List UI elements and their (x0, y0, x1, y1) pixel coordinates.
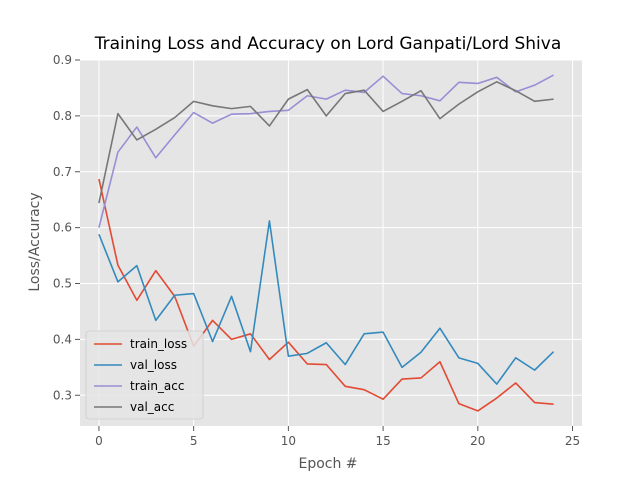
y-tick-label: 0.6 (53, 221, 72, 235)
x-tick-label: 15 (375, 434, 390, 448)
legend-label: val_acc (130, 400, 174, 414)
legend: train_loss val_loss train_acc val_acc (85, 330, 204, 420)
y-tick-label: 0.5 (53, 277, 72, 291)
series-line-train-acc (98, 74, 554, 228)
legend-label: train_loss (130, 337, 187, 351)
legend-label: val_loss (130, 358, 177, 372)
axis-ticks: 0 5 10 15 20 25 0.3 0.4 0.5 0.6 0.7 0.8 0.9 (53, 53, 580, 448)
legend-label: train_acc (130, 379, 184, 393)
y-tick-label: 0.4 (53, 332, 72, 346)
x-tick-label: 5 (190, 434, 198, 448)
x-tick-label: 25 (565, 434, 580, 448)
legend-box (85, 330, 204, 420)
chart-title: Training Loss and Accuracy on Lord Ganpa… (94, 34, 562, 54)
y-tick-label: 0.7 (53, 165, 72, 179)
x-axis-label: Epoch # (298, 456, 357, 472)
x-tick-label: 20 (470, 434, 485, 448)
y-axis-label: Loss/Accuracy (27, 192, 43, 291)
y-tick-label: 0.9 (53, 53, 72, 67)
y-tick-label: 0.8 (53, 109, 72, 123)
x-tick-label: 10 (281, 434, 296, 448)
y-tick-label: 0.3 (53, 388, 72, 402)
series-line-val-loss (98, 220, 555, 385)
series-line-val-acc (98, 80, 554, 204)
series-lines (98, 74, 555, 412)
x-tick-label: 0 (95, 434, 103, 448)
